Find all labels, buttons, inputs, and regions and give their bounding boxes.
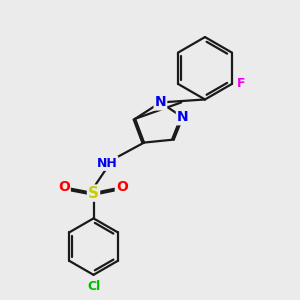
Text: O: O (116, 180, 128, 194)
Text: NH: NH (97, 157, 117, 170)
Text: N: N (154, 95, 166, 110)
Text: F: F (237, 77, 246, 90)
Text: O: O (58, 180, 70, 194)
Text: Cl: Cl (87, 280, 100, 292)
Text: S: S (88, 186, 99, 201)
Text: N: N (177, 110, 188, 124)
